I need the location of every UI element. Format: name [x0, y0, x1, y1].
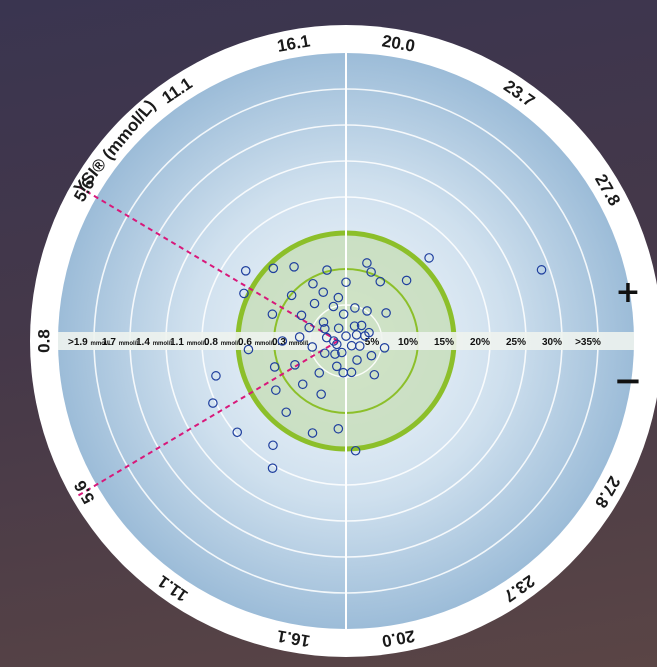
- data-point: [381, 308, 391, 318]
- data-point: [281, 407, 292, 418]
- data-point: [286, 290, 297, 301]
- data-point: [318, 287, 329, 297]
- data-point: [268, 263, 279, 274]
- left-scale-label: 1.4 mmol/L: [136, 337, 174, 348]
- data-point: [211, 371, 221, 381]
- data-point: [314, 368, 325, 378]
- data-point: [304, 322, 314, 333]
- data-point: [369, 369, 380, 380]
- left-scale-label: 0.6 mmol/L: [238, 337, 276, 348]
- data-point: [333, 292, 344, 303]
- data-point: [337, 347, 347, 358]
- plus-sign: +: [615, 275, 640, 310]
- data-point: [267, 309, 278, 320]
- data-point: [424, 253, 434, 263]
- data-point: [294, 332, 305, 342]
- data-point: [328, 301, 339, 312]
- data-point: [268, 440, 278, 451]
- right-scale-label: 15%: [434, 337, 454, 348]
- data-point: [307, 342, 318, 352]
- left-scale-label: 1.7 mmol/L: [102, 337, 140, 348]
- data-point: [319, 323, 330, 334]
- data-point: [239, 288, 249, 299]
- data-point: [362, 258, 372, 268]
- data-point: [318, 317, 329, 327]
- right-scale-label: 30%: [542, 337, 562, 348]
- data-point: [350, 445, 361, 456]
- data-point: [536, 265, 547, 275]
- data-point: [362, 306, 372, 316]
- data-point: [319, 348, 330, 359]
- data-point: [355, 341, 365, 351]
- data-point: [366, 350, 377, 361]
- data-point: [401, 275, 412, 286]
- data-point: [316, 389, 326, 400]
- data-point: [232, 427, 243, 438]
- data-point: [322, 265, 332, 275]
- data-point: [297, 379, 308, 390]
- data-point: [290, 359, 300, 370]
- data-point: [296, 310, 307, 321]
- left-scale-label: 1.1 mmol/L: [170, 337, 208, 348]
- data-point: [309, 298, 320, 309]
- right-scale-label: 25%: [506, 337, 526, 348]
- right-scale-label: 5%: [365, 337, 380, 348]
- data-point: [330, 349, 340, 359]
- data-point: [350, 303, 360, 313]
- data-point: [375, 276, 386, 287]
- data-point: [271, 385, 281, 395]
- data-point: [338, 309, 349, 319]
- left-scale-label: 0.3 mmol/L: [272, 337, 310, 348]
- data-point: [352, 355, 362, 365]
- data-point: [308, 278, 318, 289]
- data-point: [267, 463, 278, 474]
- left-scale-label: >1.9 mmol/L: [68, 337, 112, 348]
- data-point: [346, 367, 357, 378]
- right-scale-label: >35%: [575, 337, 601, 348]
- data-point: [208, 398, 218, 408]
- boundary-dash-line: [75, 340, 339, 498]
- data-point: [341, 277, 351, 288]
- data-point: [349, 321, 360, 331]
- minus-sign: −: [614, 361, 643, 401]
- data-point: [341, 331, 351, 341]
- data-point: [366, 267, 376, 277]
- data-point: [277, 336, 288, 346]
- scale-band: [58, 332, 634, 350]
- right-scale-label: 20%: [470, 337, 490, 348]
- data-point: [360, 331, 370, 341]
- data-point: [269, 362, 280, 372]
- data-point: [333, 323, 344, 334]
- left-scale-label: 0.8 mmol/L: [204, 337, 242, 348]
- data-point: [331, 361, 342, 372]
- boundary-dash-line: [75, 184, 339, 342]
- right-scale-label: 10%: [398, 337, 418, 348]
- data-point: [328, 336, 339, 346]
- ring-value-label: 0.8: [35, 329, 54, 353]
- data-point: [331, 339, 342, 350]
- data-point: [307, 428, 318, 438]
- data-point: [356, 320, 367, 331]
- data-point: [243, 344, 254, 355]
- data-point: [379, 343, 390, 353]
- data-point: [333, 423, 344, 434]
- data-point: [289, 262, 299, 272]
- data-point: [240, 265, 251, 276]
